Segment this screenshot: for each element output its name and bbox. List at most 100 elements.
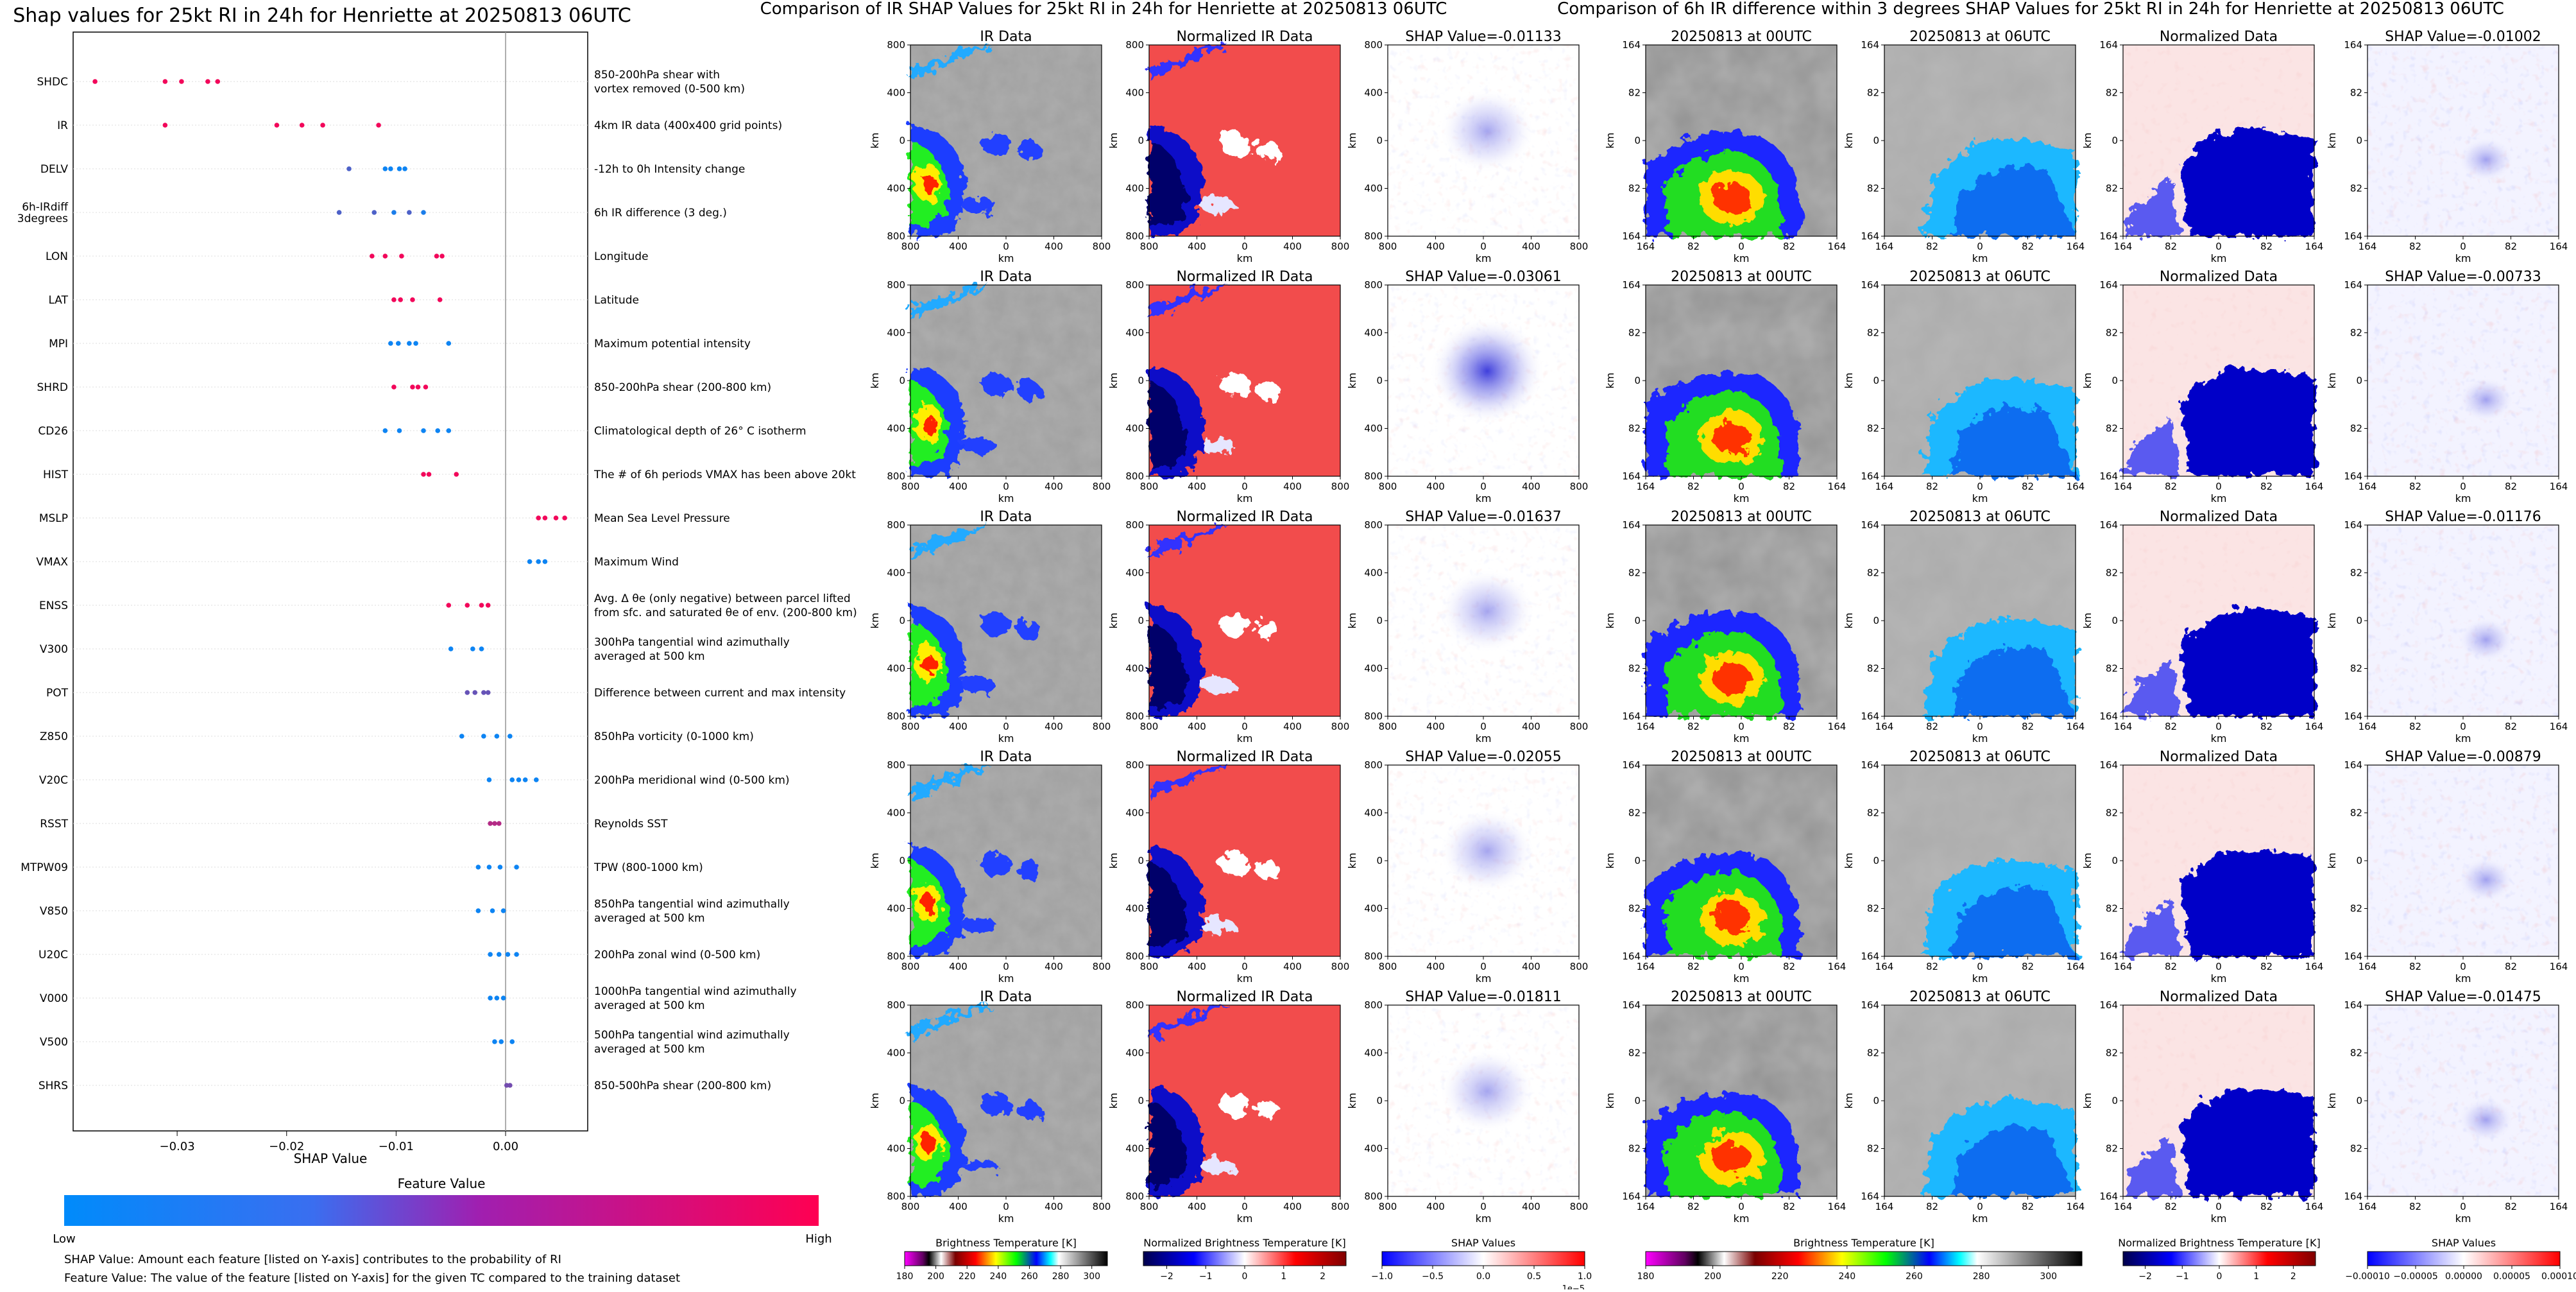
x-tick-label: 164	[2114, 481, 2133, 492]
shap-point	[435, 428, 441, 433]
y-tick-label: 800	[1364, 711, 1383, 722]
feature-name-label: V20C	[39, 774, 68, 787]
feature-description-label: Longitude	[594, 250, 649, 263]
shap-panel-title: SHAP Value=-0.01475	[2385, 989, 2541, 1005]
x-tick-label: 164	[1637, 481, 1655, 492]
x-tick-label: 400	[1188, 721, 1206, 732]
shap-panel-title: SHAP Value=-0.00733	[2385, 269, 2541, 285]
shap-map-centre	[1439, 89, 1535, 173]
feature-description-label: Climatological depth of 26° C isotherm	[594, 425, 806, 438]
x-axis-label: km	[1237, 492, 1253, 504]
x-tick-label: 82	[2505, 961, 2517, 972]
shap-point	[388, 166, 393, 171]
zoom-cold-cloud	[1922, 1099, 2076, 1196]
feature-description-label: averaged at 500 km	[594, 650, 705, 663]
x-tick-label: 82	[1926, 1201, 1938, 1212]
feature-description-label: 1000hPa tangential wind azimuthally	[594, 985, 797, 998]
shap-point	[542, 515, 548, 521]
feature-name-label: VMAX	[36, 556, 68, 569]
x-tick-label: 0	[2460, 721, 2466, 732]
x-tick-label: 0	[1241, 241, 1248, 252]
y-tick-label: 82	[2106, 903, 2118, 915]
y-tick-label: 164	[1861, 39, 1879, 51]
y-tick-label: 82	[2350, 327, 2362, 339]
panel-title: IR Data	[980, 749, 1032, 765]
shap-point	[371, 210, 377, 215]
feature-name-label: DELV	[40, 163, 68, 176]
feature-name-label: SHRS	[38, 1080, 68, 1092]
y-tick-label: 0	[1873, 855, 1879, 866]
shap-panel-title: SHAP Value=-0.01637	[1405, 509, 1562, 525]
y-tick-label: 164	[1861, 470, 1879, 482]
colorbar-tick-label: 2	[2290, 1271, 2296, 1282]
colorbar-tick-label: 2	[1320, 1271, 1326, 1282]
feature-name-label: U20C	[38, 949, 68, 961]
x-axis-label: km	[2455, 732, 2471, 745]
y-axis-label: km	[1346, 613, 1358, 629]
y-tick-label: 800	[887, 39, 905, 51]
shap-note-2: Feature Value: The value of the feature …	[64, 1271, 680, 1285]
x-tick-label: 82	[1687, 481, 1700, 492]
shap-point	[162, 79, 168, 84]
shap-point	[274, 123, 280, 128]
colorbar-tick-label: 280	[1052, 1271, 1070, 1282]
panel-title: Normalized Data	[2160, 269, 2278, 285]
x-tick-label: 0	[2460, 961, 2466, 972]
x-tick-label: 82	[2505, 481, 2517, 492]
feature-description-label: Reynolds SST	[594, 818, 668, 831]
x-tick-label: 164	[2067, 481, 2085, 492]
ir-cold-cloud-region	[910, 765, 1041, 956]
shap-point	[485, 690, 491, 695]
y-tick-label: 164	[2344, 1191, 2362, 1202]
x-tick-label: 164	[2358, 961, 2377, 972]
y-axis-label: km	[869, 853, 881, 869]
feature-description-label: TPW (800-1000 km)	[593, 861, 703, 874]
panel-title: 20250813 at 06UTC	[1909, 989, 2051, 1005]
feature-name-label: V300	[40, 643, 68, 656]
y-axis-label: km	[1604, 1093, 1616, 1109]
x-tick-label: 800	[1331, 241, 1350, 252]
x-axis-label: km	[998, 972, 1014, 985]
shap-point	[514, 952, 519, 957]
ir-grid-panel: SHAP Value=-0.03061800800400400004004008…	[1346, 269, 1588, 504]
y-tick-label: 164	[2344, 759, 2362, 771]
y-tick-label: 400	[1364, 183, 1383, 194]
y-tick-label: 164	[1861, 759, 1879, 771]
x-tick-label: 82	[1687, 961, 1700, 972]
x-tick-label: 400	[1188, 1201, 1206, 1212]
shap-point	[514, 865, 519, 870]
y-tick-label: 0	[2356, 1095, 2362, 1107]
shap-point	[508, 1083, 513, 1088]
x-axis-label: km	[2211, 732, 2227, 745]
x-tick-label: 164	[2358, 241, 2377, 252]
shap-point	[407, 210, 412, 215]
x-tick-label: 400	[1283, 721, 1302, 732]
shap-point	[391, 384, 397, 390]
x-tick-label: 400	[1426, 721, 1445, 732]
shap-map-centre	[2457, 137, 2515, 183]
shap-point	[370, 254, 375, 259]
irdiff-grid-panel: 20250813 at 06UTC1641648282008282164164k…	[1843, 29, 2085, 264]
x-tick-label: 164	[1828, 241, 1847, 252]
y-tick-label: 164	[2099, 999, 2118, 1011]
x-tick-label: 800	[1331, 1201, 1350, 1212]
y-tick-label: 0	[1138, 855, 1144, 866]
x-tick-label: 800	[1379, 721, 1397, 732]
zoom-cold-cloud	[1646, 1092, 1800, 1196]
y-tick-label: 82	[2350, 423, 2362, 435]
image-row-4: IR Data80080040040000400400800800kmkmNor…	[869, 749, 2568, 985]
x-tick-label: 82	[1687, 721, 1700, 732]
shap-point	[497, 865, 503, 870]
y-tick-label: 82	[2106, 1143, 2118, 1155]
colorbar-tick-label: 0	[2217, 1271, 2222, 1282]
y-tick-label: 400	[1125, 807, 1144, 819]
y-tick-label: 400	[1364, 423, 1383, 435]
y-tick-label: 0	[1634, 375, 1641, 386]
x-tick-label: 164	[2067, 1201, 2085, 1212]
y-axis-label: km	[1107, 1093, 1120, 1109]
x-tick-label: 82	[2409, 721, 2421, 732]
x-axis-label: km	[1237, 732, 1253, 745]
shap-point	[397, 166, 402, 171]
panel-title: 20250813 at 06UTC	[1909, 269, 2051, 285]
y-tick-label: 0	[2356, 615, 2362, 626]
